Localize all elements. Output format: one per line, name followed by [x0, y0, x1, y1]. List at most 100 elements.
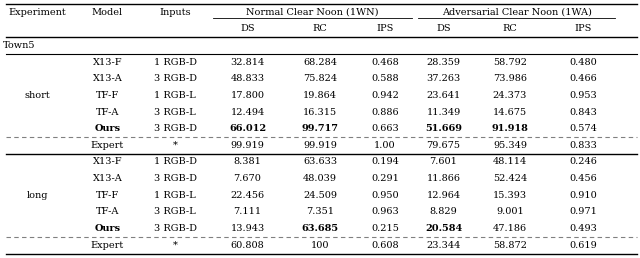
Text: X13-F: X13-F	[93, 58, 122, 67]
Text: 11.349: 11.349	[426, 108, 461, 117]
Text: 75.824: 75.824	[303, 74, 337, 83]
Text: 0.291: 0.291	[371, 174, 399, 183]
Text: 1 RGB-L: 1 RGB-L	[154, 91, 196, 100]
Text: 11.866: 11.866	[426, 174, 461, 183]
Text: 99.919: 99.919	[230, 141, 264, 150]
Text: DS: DS	[436, 24, 451, 33]
Text: 7.111: 7.111	[234, 207, 262, 216]
Text: IPS: IPS	[574, 24, 592, 33]
Text: 58.872: 58.872	[493, 241, 527, 250]
Text: TF-F: TF-F	[96, 191, 119, 200]
Text: short: short	[24, 91, 51, 100]
Text: Normal Clear Noon (1WN): Normal Clear Noon (1WN)	[246, 8, 379, 17]
Text: 47.186: 47.186	[493, 224, 527, 233]
Text: 0.194: 0.194	[371, 157, 399, 166]
Text: 0.466: 0.466	[569, 74, 597, 83]
Text: 100: 100	[311, 241, 329, 250]
Text: 20.584: 20.584	[425, 224, 462, 233]
Text: 15.393: 15.393	[493, 191, 527, 200]
Text: 32.814: 32.814	[230, 58, 264, 67]
Text: 9.001: 9.001	[496, 207, 524, 216]
Text: 7.601: 7.601	[429, 157, 458, 166]
Text: Ours: Ours	[95, 224, 120, 233]
Text: 63.685: 63.685	[301, 224, 339, 233]
Text: 95.349: 95.349	[493, 141, 527, 150]
Text: X13-A: X13-A	[93, 174, 122, 183]
Text: *: *	[173, 141, 177, 150]
Text: 51.669: 51.669	[425, 124, 462, 133]
Text: 66.012: 66.012	[229, 124, 266, 133]
Text: 0.663: 0.663	[371, 124, 399, 133]
Text: long: long	[27, 191, 48, 200]
Text: 12.964: 12.964	[426, 191, 461, 200]
Text: 0.456: 0.456	[569, 174, 597, 183]
Text: 48.039: 48.039	[303, 174, 337, 183]
Text: 3 RGB-L: 3 RGB-L	[154, 207, 196, 216]
Text: 3 RGB-D: 3 RGB-D	[154, 174, 196, 183]
Text: Adversarial Clear Noon (1WA): Adversarial Clear Noon (1WA)	[442, 8, 591, 17]
Text: Model: Model	[92, 8, 123, 17]
Text: 91.918: 91.918	[492, 124, 529, 133]
Text: 73.986: 73.986	[493, 74, 527, 83]
Text: 63.633: 63.633	[303, 157, 337, 166]
Text: 1 RGB-D: 1 RGB-D	[154, 58, 196, 67]
Text: Town5: Town5	[3, 41, 35, 50]
Text: Expert: Expert	[91, 241, 124, 250]
Text: DS: DS	[240, 24, 255, 33]
Text: TF-A: TF-A	[96, 108, 119, 117]
Text: 19.864: 19.864	[303, 91, 337, 100]
Text: TF-F: TF-F	[96, 91, 119, 100]
Text: 68.284: 68.284	[303, 58, 337, 67]
Text: 0.588: 0.588	[371, 74, 399, 83]
Text: 0.468: 0.468	[371, 58, 399, 67]
Text: 23.344: 23.344	[426, 241, 461, 250]
Text: RC: RC	[312, 24, 328, 33]
Text: IPS: IPS	[376, 24, 394, 33]
Text: 3 RGB-D: 3 RGB-D	[154, 224, 196, 233]
Text: 1 RGB-D: 1 RGB-D	[154, 157, 196, 166]
Text: 0.246: 0.246	[569, 157, 597, 166]
Text: 0.942: 0.942	[371, 91, 399, 100]
Text: 0.963: 0.963	[371, 207, 399, 216]
Text: 0.843: 0.843	[569, 108, 597, 117]
Text: TF-A: TF-A	[96, 207, 119, 216]
Text: 0.950: 0.950	[371, 191, 399, 200]
Text: 0.608: 0.608	[371, 241, 399, 250]
Text: X13-A: X13-A	[93, 74, 122, 83]
Text: 22.456: 22.456	[230, 191, 264, 200]
Text: 0.619: 0.619	[569, 241, 597, 250]
Text: 79.675: 79.675	[426, 141, 461, 150]
Text: Inputs: Inputs	[159, 8, 191, 17]
Text: 3 RGB-L: 3 RGB-L	[154, 108, 196, 117]
Text: 28.359: 28.359	[426, 58, 461, 67]
Text: 7.670: 7.670	[234, 174, 261, 183]
Text: 16.315: 16.315	[303, 108, 337, 117]
Text: 12.494: 12.494	[230, 108, 264, 117]
Text: 48.833: 48.833	[230, 74, 264, 83]
Text: 0.886: 0.886	[371, 108, 399, 117]
Text: 1 RGB-L: 1 RGB-L	[154, 191, 196, 200]
Text: 0.493: 0.493	[569, 224, 597, 233]
Text: *: *	[173, 241, 177, 250]
Text: 60.808: 60.808	[230, 241, 264, 250]
Text: 0.910: 0.910	[569, 191, 597, 200]
Text: RC: RC	[502, 24, 517, 33]
Text: X13-F: X13-F	[93, 157, 122, 166]
Text: 0.971: 0.971	[569, 207, 597, 216]
Text: Experiment: Experiment	[8, 8, 67, 17]
Text: 0.215: 0.215	[371, 224, 399, 233]
Text: 8.381: 8.381	[234, 157, 261, 166]
Text: 17.800: 17.800	[230, 91, 264, 100]
Text: 0.574: 0.574	[569, 124, 597, 133]
Text: 52.424: 52.424	[493, 174, 527, 183]
Text: 37.263: 37.263	[426, 74, 461, 83]
Text: 0.833: 0.833	[569, 141, 597, 150]
Text: 48.114: 48.114	[493, 157, 527, 166]
Text: Expert: Expert	[91, 141, 124, 150]
Text: 3 RGB-D: 3 RGB-D	[154, 74, 196, 83]
Text: 99.919: 99.919	[303, 141, 337, 150]
Text: 1.00: 1.00	[374, 141, 396, 150]
Text: 3 RGB-D: 3 RGB-D	[154, 124, 196, 133]
Text: 13.943: 13.943	[230, 224, 264, 233]
Text: 24.373: 24.373	[493, 91, 527, 100]
